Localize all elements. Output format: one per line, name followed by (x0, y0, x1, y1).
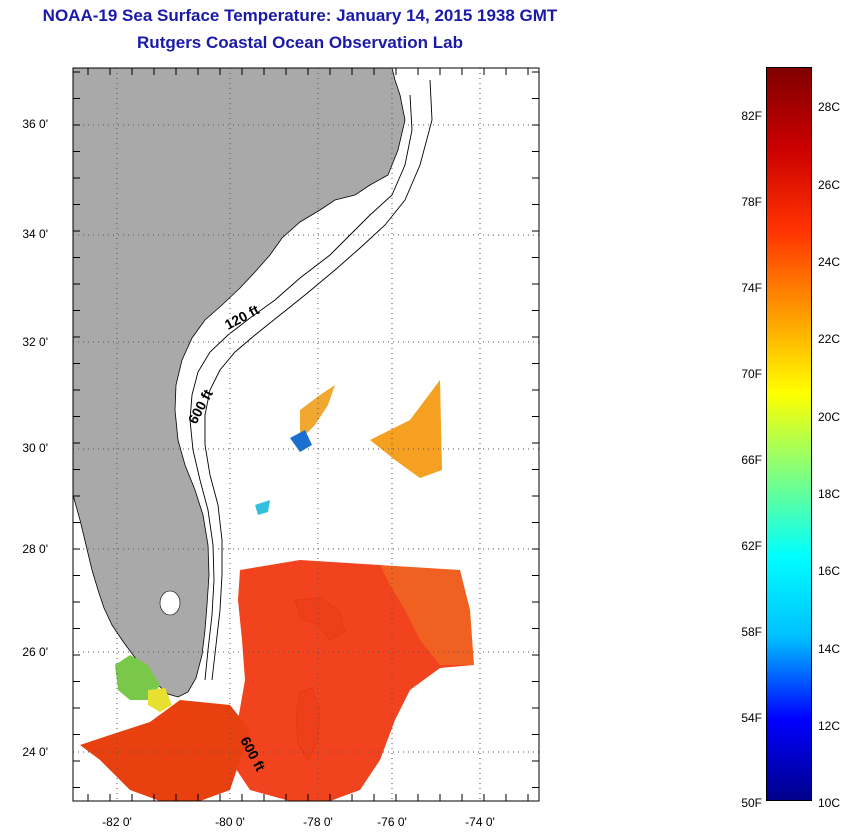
map-subtitle: Rutgers Coastal Ocean Observation Lab (137, 33, 463, 52)
colorbar-f-54: 54F (741, 711, 762, 725)
frame-ticks (73, 68, 539, 801)
map-frame (72, 67, 540, 802)
sst-patch-east (380, 565, 474, 665)
colorbar-c-28: 28C (818, 100, 841, 114)
sst-patch-north-orange (300, 385, 335, 440)
sst-patch-central-orange (370, 380, 442, 478)
colorbar-c-22: 22C (818, 332, 841, 346)
sst-patch-gulf-green (115, 655, 160, 700)
lat-label-24: 24 0' (22, 745, 48, 759)
colorbar-f-58: 58F (741, 625, 762, 639)
contour-600ft (204, 79, 433, 681)
lon-label-76: -76 0' (377, 815, 407, 829)
colorbar-c-20: 20C (818, 410, 841, 424)
lake-okeechobee (159, 590, 181, 616)
colorbar-f-50: 50F (741, 796, 762, 810)
colorbar-c-10: 10C (818, 796, 841, 810)
contour-120ft (189, 94, 413, 681)
colorbar-c-16: 16C (818, 564, 841, 578)
lon-label-74: -74 0' (465, 815, 495, 829)
lat-label-30: 30 0' (22, 441, 48, 455)
lat-label-34: 34 0' (22, 227, 48, 241)
colorbar-f-74: 74F (741, 281, 762, 295)
sst-patch-strait (80, 700, 250, 801)
sst-patch-blue (290, 430, 312, 452)
lat-label-26: 26 0' (22, 645, 48, 659)
lon-label-80: -80 0' (215, 815, 245, 829)
colorbar-f-66: 66F (741, 453, 762, 467)
lat-label-36: 36 0' (22, 117, 48, 131)
colorbar-f-82: 82F (741, 109, 762, 123)
colorbar-c-14: 14C (818, 642, 841, 656)
lon-label-78: -78 0' (303, 815, 333, 829)
land-mass-us-southeast (73, 68, 406, 698)
temperature-colorbar (766, 67, 812, 801)
colorbar-f-70: 70F (741, 367, 762, 381)
lat-label-32: 32 0' (22, 335, 48, 349)
map-title: NOAA-19 Sea Surface Temperature: January… (42, 6, 558, 25)
colorbar-c-18: 18C (818, 487, 841, 501)
colorbar-c-26: 26C (818, 178, 841, 192)
sst-patch-cyan (255, 500, 270, 515)
sst-patch-gulf-yellow (148, 688, 172, 712)
colorbar-c-12: 12C (818, 719, 841, 733)
lon-label-82: -82 0' (102, 815, 132, 829)
colorbar-f-62: 62F (741, 539, 762, 553)
lat-label-28: 28 0' (22, 542, 48, 556)
colorbar-f-78: 78F (741, 195, 762, 209)
graticule (73, 68, 539, 801)
colorbar-c-24: 24C (818, 255, 841, 269)
